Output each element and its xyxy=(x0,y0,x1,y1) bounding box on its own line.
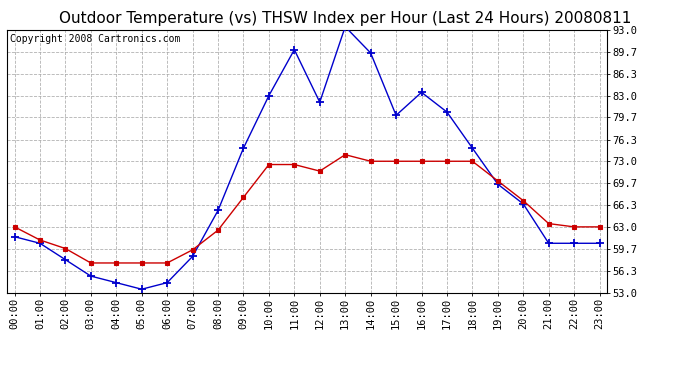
Text: Copyright 2008 Cartronics.com: Copyright 2008 Cartronics.com xyxy=(10,34,180,44)
Text: Outdoor Temperature (vs) THSW Index per Hour (Last 24 Hours) 20080811: Outdoor Temperature (vs) THSW Index per … xyxy=(59,11,631,26)
